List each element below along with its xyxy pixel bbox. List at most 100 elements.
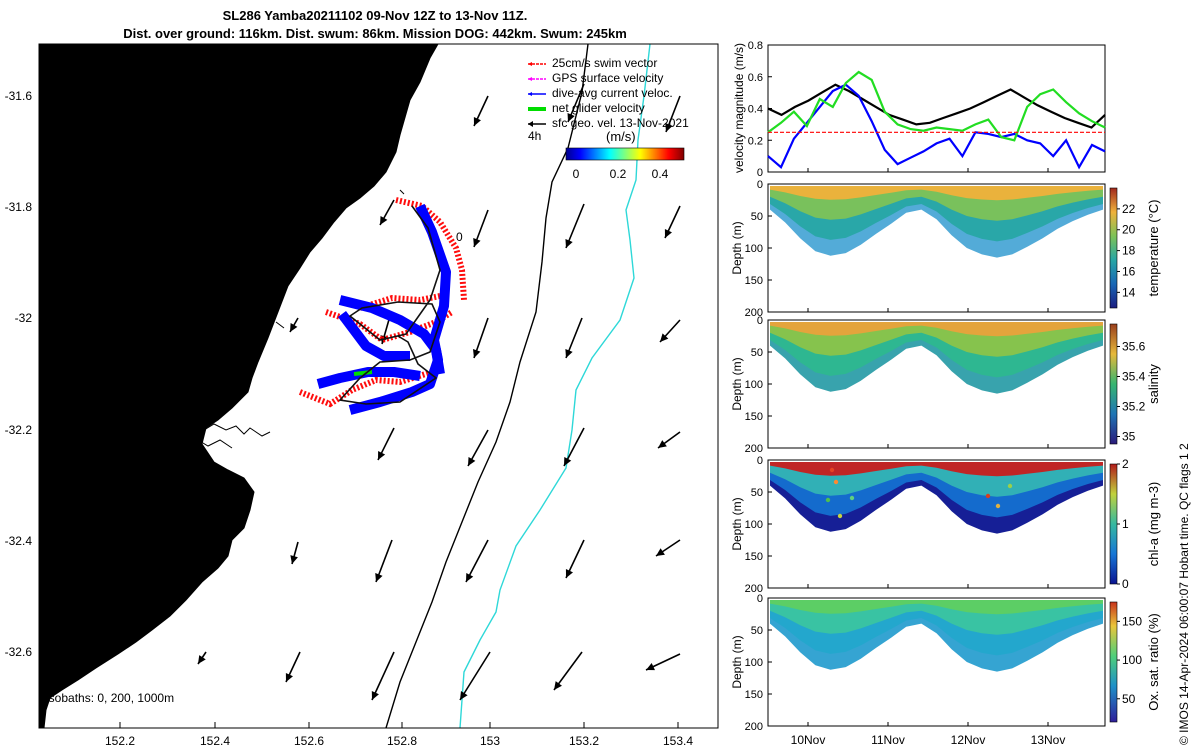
legend-entry-sfc-geo: sfc geo. vel. 13-Nov-2021 bbox=[528, 116, 689, 130]
profile-panel-temperature: 0 50 100 150 200 Depth (m) 14 16 18 20 22 temperatu… bbox=[730, 179, 1161, 319]
land-mass bbox=[39, 44, 439, 728]
velocity-series-line bbox=[767, 83, 1106, 129]
velocity-panel: 0 0.2 0.4 0.6 0.8 velocity magnitude (m/s) bbox=[732, 40, 1106, 179]
current-arrowhead bbox=[468, 457, 476, 466]
map-x-tick-label: 152.4 bbox=[200, 734, 230, 748]
map-y-tick-label: -31.6 bbox=[5, 89, 33, 103]
net-glider-velocity-segment bbox=[353, 370, 373, 376]
velocity-y-ticks: 0 0.2 0.4 0.6 0.8 bbox=[748, 40, 772, 179]
chla-sample-dot bbox=[1007, 483, 1013, 489]
profile-y-tick-label: 100 bbox=[745, 379, 763, 391]
colorbar-tick-label: 100 bbox=[1122, 653, 1142, 667]
current-arrowhead bbox=[646, 663, 655, 671]
map-y-tick-label: -32 bbox=[15, 311, 33, 325]
current-vectors bbox=[197, 83, 681, 701]
map-y-tick-label: -32.4 bbox=[5, 534, 33, 548]
profile-y-tick-label: 0 bbox=[757, 455, 763, 467]
current-arrowhead bbox=[198, 655, 206, 664]
legend-entry-swim-vector: 25cm/s swim vector bbox=[528, 56, 657, 70]
colorbar-tick-0: 0 bbox=[573, 167, 580, 181]
chla-sample-dot bbox=[849, 495, 855, 501]
profile-ylabel: Depth (m) bbox=[730, 497, 744, 550]
chla-sample-dot bbox=[833, 479, 839, 485]
current-arrowhead bbox=[466, 573, 474, 582]
chla-sample-dots bbox=[825, 467, 1013, 519]
profile-y-tick-label: 200 bbox=[745, 721, 763, 733]
colorbar-tick-label: 35 bbox=[1122, 430, 1136, 444]
map-x-tick-label: 153.4 bbox=[663, 734, 693, 748]
profile-y-tick-label: 150 bbox=[745, 411, 763, 423]
glider-track-line bbox=[338, 205, 441, 405]
profile-x-tick-label: 11Nov bbox=[871, 733, 905, 747]
profile-panel-oxygen: 0 50 100 150 200 Depth (m) 50 100 150 Ox. sat. ra… bbox=[730, 593, 1161, 733]
profile-x-labels: 10Nov 11Nov 12Nov 13Nov bbox=[791, 733, 1066, 747]
profile-y-tick-label: 0 bbox=[757, 593, 763, 605]
velocity-series-line bbox=[767, 70, 1106, 142]
current-arrowhead bbox=[472, 349, 481, 358]
profile-y-tick-label: 0 bbox=[757, 315, 763, 327]
profile-y-tick-label: 100 bbox=[745, 243, 763, 255]
map-y-tick-label: -32.2 bbox=[5, 423, 33, 437]
current-arrow bbox=[459, 651, 491, 701]
colorbar-label: Ox. sat. ratio (%) bbox=[1146, 613, 1161, 711]
chla-sample-dot bbox=[837, 513, 843, 519]
profile-ylabel: Depth (m) bbox=[730, 635, 744, 688]
legend-entry-gps-velocity: GPS surface velocity bbox=[528, 71, 663, 85]
map-x-tick-label: 153.2 bbox=[569, 734, 599, 748]
colorbar-label: salinity bbox=[1146, 364, 1161, 404]
profile-y-tick-label: 100 bbox=[745, 519, 763, 531]
map-x-ticks: 152.2 152.4 152.6 152.8 153 153.2 153.4 bbox=[105, 722, 693, 748]
profile-y-tick-label: 50 bbox=[751, 211, 763, 223]
profile-y-tick-label: 50 bbox=[751, 487, 763, 499]
colorbar-tick-label: 1 bbox=[1122, 517, 1129, 531]
map-legend: 25cm/s swim vector GPS surface velocity … bbox=[528, 56, 689, 181]
colorbar-tick-label: 50 bbox=[1122, 692, 1136, 706]
colorbar-tick-label: 20 bbox=[1122, 223, 1136, 237]
swim-vector-band bbox=[395, 197, 467, 301]
profile-x-tick-label: 12Nov bbox=[951, 733, 986, 747]
current-arrowhead bbox=[371, 691, 379, 700]
map-frame bbox=[38, 43, 719, 729]
profile-colorbar bbox=[1109, 601, 1118, 723]
colorbar-tick-1: 0.2 bbox=[610, 167, 627, 181]
colorbar-tick-label: 16 bbox=[1122, 264, 1136, 278]
profile-depth-band bbox=[770, 322, 1103, 337]
current-arrowhead bbox=[565, 349, 573, 358]
current-arrowhead bbox=[658, 440, 667, 448]
velocity-ylabel: velocity magnitude (m/s) bbox=[732, 43, 746, 173]
legend-label-gps-velocity: GPS surface velocity bbox=[552, 71, 663, 85]
current-arrowhead bbox=[567, 113, 575, 122]
current-arrowhead bbox=[290, 555, 298, 564]
velocity-y-tick-label: 0.6 bbox=[748, 72, 763, 84]
colorbar-tick-label: 35.4 bbox=[1122, 370, 1146, 384]
chla-sample-dot bbox=[829, 467, 835, 473]
profile-ylabel: Depth (m) bbox=[730, 221, 744, 274]
profile-y-tick-label: 50 bbox=[751, 625, 763, 637]
profile-depth-band bbox=[770, 186, 1103, 201]
colorbar-tick-label: 35.2 bbox=[1122, 400, 1146, 414]
current-arrowhead bbox=[380, 216, 388, 225]
chla-sample-dot bbox=[995, 503, 1001, 509]
map-y-ticks: -31.6 -31.8 -32 -32.2 -32.4 -32.6 bbox=[5, 89, 45, 659]
colorbar-title: (m/s) bbox=[606, 129, 636, 144]
current-arrowhead bbox=[656, 548, 665, 556]
isobath-200m bbox=[385, 44, 589, 728]
current-arrowhead bbox=[565, 239, 573, 248]
profile-y-tick-label: 200 bbox=[745, 307, 763, 319]
isobath-1000m bbox=[459, 44, 651, 728]
current-arrowhead bbox=[285, 673, 293, 682]
current-arrowhead bbox=[460, 691, 468, 700]
current-arrowhead bbox=[564, 457, 572, 466]
profile-panel-chl-a: 0 50 100 150 200 Depth (m) 0 1 2 chl-a (mg m-3) bbox=[730, 455, 1161, 595]
current-arrowhead bbox=[660, 333, 669, 342]
swim-vector-band bbox=[359, 293, 441, 311]
plot-title-line-1: SL286 Yamba20211102 09-Nov 12Z to 13-Nov… bbox=[222, 8, 528, 23]
time-label: 4h bbox=[528, 129, 541, 143]
velocity-y-tick-label: 0.2 bbox=[748, 135, 763, 147]
velocity-x-ticks bbox=[807, 168, 1049, 172]
profile-y-tick-label: 150 bbox=[745, 551, 763, 563]
profile-depth-band bbox=[770, 462, 1103, 477]
legend-entry-dive-avg: dive-avg current veloc. bbox=[528, 86, 673, 100]
